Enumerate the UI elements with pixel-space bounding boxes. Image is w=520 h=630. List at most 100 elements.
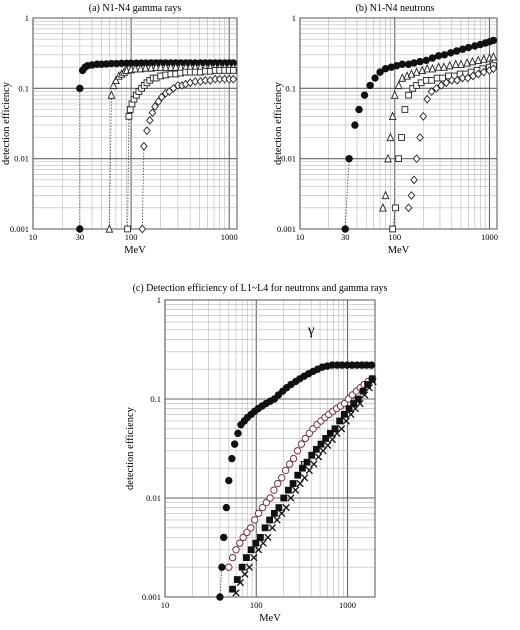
data-point [437,81,446,90]
data-point [340,410,348,418]
series-2-open-triangle [379,52,498,212]
data-point [489,36,498,45]
data-point [245,563,254,571]
data-point [285,460,294,468]
data-point [439,74,446,82]
data-point [328,435,337,444]
data-point [239,533,247,542]
data-point [109,80,118,90]
data-point [287,494,295,502]
data-point [105,224,114,233]
data-point [401,106,409,113]
y-axis-label: detection efficiency [273,81,284,165]
data-point [312,445,320,453]
y-tick-label: 0.001 [10,224,29,234]
data-point [386,132,395,142]
data-point [340,399,349,408]
data-point [259,539,267,547]
data-point [489,64,498,74]
data-point [410,59,418,67]
x-tick-label: 100 [125,232,138,242]
y-tick-label: 0.1 [150,394,161,404]
data-point [379,202,387,212]
data-point [243,554,250,562]
data-point [76,84,84,93]
data-point [124,225,131,233]
data-point [156,62,165,71]
data-point [282,503,290,512]
data-point [296,479,304,488]
data-point [398,60,406,68]
data-point [112,75,120,84]
chart-panel-1: (a) N1-N4 gamma rays 10 30 100 1000 0.001 0.01… [1,3,238,256]
data-point [453,75,461,85]
data-point [232,589,240,597]
data-point [293,447,302,455]
data-point [157,92,166,102]
data-point [147,63,156,72]
annotation-label: γ [307,322,315,338]
data-point [169,83,178,93]
plot-area [216,361,377,601]
series-4-open-diamond [138,74,238,234]
y-tick-label: 0.001 [277,224,296,234]
gridlines [32,17,237,230]
data-point [394,80,403,90]
data-point [440,51,449,59]
data-point [314,453,323,461]
data-point [405,91,412,99]
data-point [310,460,318,468]
plot-frame [299,17,498,230]
data-point [298,464,306,472]
series-1-filled-circle [76,59,237,233]
data-point [266,516,273,524]
data-point [341,225,349,233]
data-point [247,524,255,532]
data-point [410,175,418,185]
annotation-label: n [300,456,308,472]
series-2-open-triangle [105,62,238,233]
series-connector [108,95,112,230]
y-tick-label: 0.01 [281,154,296,164]
data-point [140,141,148,151]
data-point [166,62,175,71]
data-point [463,58,471,67]
data-point [291,486,300,494]
y-tick-label: 0.01 [146,493,161,503]
gridlines [164,299,376,598]
x-tick-label: 10 [29,232,38,242]
data-point [317,440,325,448]
data-point [141,63,150,72]
data-point [126,106,134,113]
data-point [261,524,269,532]
data-point [254,509,263,518]
data-point [171,62,180,71]
data-point [371,74,379,82]
data-point [264,533,272,542]
data-point [468,56,477,66]
data-point [161,62,170,71]
data-point [145,116,154,125]
data-point [324,441,332,450]
data-point [434,62,443,71]
data-point [351,121,359,129]
plot-frame [164,299,376,598]
plot-area [76,59,238,234]
data-point [229,585,236,593]
data-point [479,67,488,77]
series-3-open-square [124,67,237,233]
data-point [434,52,443,60]
data-point [355,105,363,114]
data-point [234,429,242,438]
data-point [228,553,237,562]
data-point [270,509,278,517]
data-point [447,75,456,85]
data-point [225,563,233,571]
data-point [215,74,224,84]
x-tick-label: 10 [296,232,305,242]
data-point [289,480,297,487]
data-point [252,539,260,547]
series-connector [392,207,396,230]
data-point [360,391,369,399]
data-point [138,224,147,234]
